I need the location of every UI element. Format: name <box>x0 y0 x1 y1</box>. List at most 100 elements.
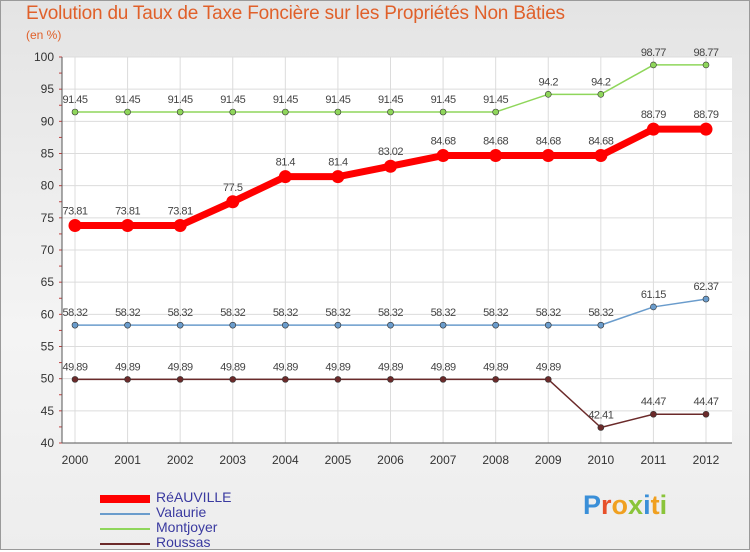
data-label: 49.89 <box>431 361 456 373</box>
legend-label: Roussas <box>156 534 211 550</box>
data-point <box>436 149 450 163</box>
data-label: 98.77 <box>693 47 718 59</box>
data-point <box>646 122 660 136</box>
y-tick-label: 75 <box>41 211 55 225</box>
logo-letter: r <box>601 490 612 520</box>
x-tick-label: 2005 <box>325 453 352 467</box>
data-label: 58.32 <box>168 307 193 319</box>
y-tick-label: 95 <box>41 82 55 96</box>
data-label: 58.32 <box>431 307 456 319</box>
data-point <box>387 321 394 329</box>
data-point <box>702 61 710 69</box>
data-label: 81.4 <box>328 157 348 169</box>
data-label: 73.81 <box>168 205 193 217</box>
logo-letter: t <box>650 490 660 520</box>
logo-letter: i <box>643 490 651 520</box>
data-point <box>650 61 657 69</box>
data-point <box>226 195 240 209</box>
data-point <box>492 321 499 329</box>
x-tick-label: 2002 <box>167 453 194 467</box>
data-point <box>541 149 555 163</box>
data-point <box>121 218 135 232</box>
data-label: 42.41 <box>588 409 613 421</box>
x-tick-label: 2009 <box>535 453 562 467</box>
x-tick-label: 2006 <box>377 453 404 467</box>
data-label: 91.45 <box>378 94 403 106</box>
data-point <box>544 91 552 98</box>
data-label: 91.45 <box>273 94 298 106</box>
data-point <box>439 376 447 383</box>
data-point <box>229 108 237 116</box>
data-label: 49.89 <box>378 361 403 373</box>
y-tick-label: 70 <box>41 243 55 257</box>
data-label: 94.2 <box>591 76 611 88</box>
legend-swatch <box>100 495 150 503</box>
data-point <box>594 149 608 163</box>
legend-swatch <box>100 513 150 515</box>
x-tick-label: 2011 <box>641 453 667 467</box>
data-label: 77.5 <box>223 182 243 194</box>
data-point <box>702 295 710 303</box>
data-label: 58.32 <box>220 307 245 319</box>
data-label: 58.32 <box>483 307 508 319</box>
data-label: 44.47 <box>641 396 666 408</box>
data-point <box>71 108 79 116</box>
data-label: 91.45 <box>325 94 350 106</box>
data-point <box>650 410 657 418</box>
data-point <box>544 321 552 329</box>
data-point <box>71 321 79 329</box>
x-tick-label: 2008 <box>482 453 509 467</box>
data-point <box>702 410 710 418</box>
data-label: 91.45 <box>62 94 87 106</box>
data-point <box>229 376 237 383</box>
data-point <box>331 170 345 184</box>
data-point <box>597 91 605 98</box>
data-label: 84.68 <box>536 136 561 148</box>
y-tick-label: 60 <box>41 307 55 321</box>
data-label: 88.79 <box>693 109 718 121</box>
y-axis-unit: (en %) <box>26 28 62 42</box>
y-tick-label: 45 <box>41 404 55 418</box>
data-point <box>124 321 131 329</box>
data-point <box>124 108 131 116</box>
x-tick-label: 2004 <box>272 453 299 467</box>
data-point <box>650 303 657 311</box>
x-tick-label: 2010 <box>587 453 614 467</box>
data-label: 98.77 <box>641 47 666 59</box>
data-point <box>334 321 342 329</box>
data-point <box>334 108 342 116</box>
data-label: 94.2 <box>539 76 559 88</box>
data-point <box>387 376 394 383</box>
data-point <box>282 321 289 329</box>
x-tick-label: 2000 <box>62 453 89 467</box>
data-point <box>699 122 713 136</box>
chart-title: Evolution du Taux de Taxe Foncière sur l… <box>26 3 565 24</box>
data-point <box>282 108 289 116</box>
data-label: 61.15 <box>641 289 666 301</box>
data-point <box>334 376 342 383</box>
data-label: 49.89 <box>168 361 193 373</box>
x-tick-label: 2001 <box>114 453 141 467</box>
data-point <box>597 321 605 329</box>
data-point <box>544 376 552 383</box>
x-tick-label: 2012 <box>693 453 720 467</box>
legend-label: Valaurie <box>156 504 207 520</box>
data-label: 91.45 <box>220 94 245 106</box>
data-label: 84.68 <box>431 136 456 148</box>
data-point <box>384 159 397 173</box>
data-label: 81.4 <box>276 157 296 169</box>
y-tick-label: 40 <box>41 436 55 450</box>
legend-swatch <box>100 543 150 545</box>
data-point <box>176 376 184 383</box>
logo-letter: P <box>583 490 602 520</box>
data-label: 88.79 <box>641 109 666 121</box>
data-point <box>229 321 237 329</box>
data-label: 73.81 <box>115 205 140 217</box>
data-label: 49.89 <box>115 361 140 373</box>
x-tick-label: 2003 <box>219 453 246 467</box>
data-label: 91.45 <box>483 94 508 106</box>
data-label: 58.32 <box>115 307 140 319</box>
legend-label: RéAUVILLE <box>156 489 232 505</box>
data-label: 58.32 <box>325 307 350 319</box>
data-label: 84.68 <box>588 136 613 148</box>
